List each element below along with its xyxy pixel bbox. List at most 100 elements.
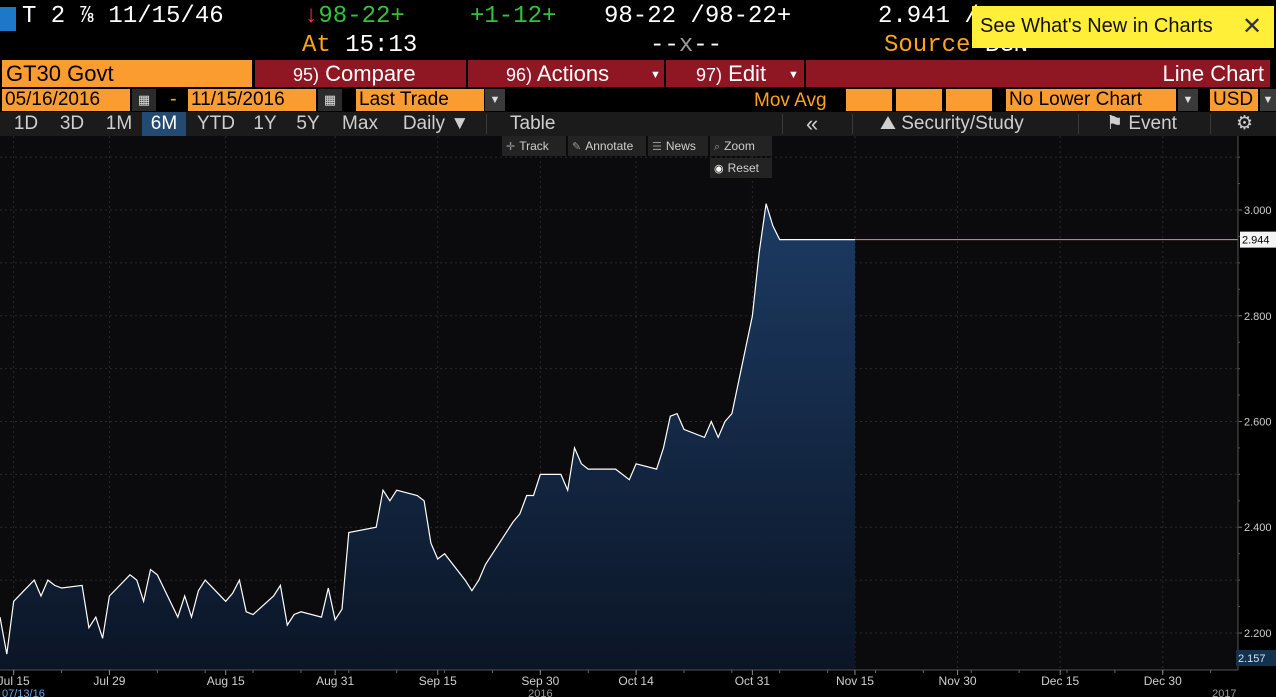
range-tabs-bar: 1D 3D 1M 6M YTD 1Y 5Y Max Daily ▼ Table … xyxy=(0,112,1276,136)
time-stamp: At 15:13 xyxy=(302,32,417,59)
last-value-box xyxy=(1240,231,1276,248)
dash-x: x xyxy=(678,32,694,59)
x-tick-label: Jul 15 xyxy=(0,674,30,688)
bid-ask: 98-22 /98-22+ xyxy=(604,3,792,30)
security-study-label: Security/Study xyxy=(901,113,1024,134)
x-tick-label: Sep 30 xyxy=(521,674,559,688)
event-button[interactable]: ⚑ Event xyxy=(1106,112,1177,136)
down-arrow-icon: ↓ xyxy=(304,3,319,30)
end-calendar-icon[interactable]: ▦ xyxy=(318,89,342,111)
yield: 2.941 / xyxy=(878,3,979,30)
tab-divider xyxy=(486,114,487,134)
tab-divider xyxy=(1210,114,1211,134)
actions-number: 96) xyxy=(506,65,533,85)
x-major-label: 2016 xyxy=(528,688,552,697)
chart-type-label[interactable]: Line Chart xyxy=(1162,61,1264,86)
net-change: +1-12+ xyxy=(470,3,557,30)
field-selector-value[interactable]: Last Trade xyxy=(359,89,449,110)
field-selector[interactable]: Last Trade xyxy=(356,89,484,111)
tab-1d[interactable]: 1D xyxy=(13,113,39,134)
price-area xyxy=(0,203,855,670)
ticker-text[interactable]: GT30 Govt xyxy=(6,61,114,86)
function-bar: GT30 Govt 95) Compare 96) Actions ▼ 97) … xyxy=(0,60,1276,87)
zoom-label: Zoom xyxy=(724,139,755,153)
dash-right: -- xyxy=(693,32,723,59)
currency-value[interactable]: USD xyxy=(1213,89,1254,110)
tab-6m[interactable]: 6M xyxy=(142,112,186,136)
price-chart[interactable]: 2.200 2.400 2.600 2.800 3.000 2.944 2.157 Jul 1… xyxy=(0,136,1276,697)
start-date-value[interactable]: 05/16/2016 xyxy=(5,89,101,110)
y-tick-label: 2.400 xyxy=(1244,522,1272,534)
mov-avg-field-3[interactable] xyxy=(946,89,992,111)
edit-button[interactable]: 97) Edit ▼ xyxy=(666,60,804,87)
lower-chart-selector[interactable]: No Lower Chart xyxy=(1006,89,1176,111)
quote-line: T 2 ⅞ 11/15/46 ↓98-22+ +1-12+ 98-22 /98-… xyxy=(0,0,1276,60)
min-value-label: 2.157 xyxy=(1238,653,1266,665)
table-button[interactable]: Table xyxy=(510,113,556,134)
ticker-field[interactable]: GT30 Govt xyxy=(2,60,252,87)
x-tick-label: Oct 14 xyxy=(618,674,654,688)
zoom-tool[interactable]: ⌕ Zoom xyxy=(710,136,772,156)
tab-ytd[interactable]: YTD xyxy=(197,113,235,134)
tab-1y[interactable]: 1Y xyxy=(253,113,277,134)
field-dropdown-icon[interactable]: ▼ xyxy=(485,89,505,111)
whats-new-text[interactable]: See What's New in Charts xyxy=(980,15,1213,37)
actions-button[interactable]: 96) Actions ▼ xyxy=(468,60,664,87)
y-tick-label: 2.800 xyxy=(1244,311,1272,323)
x-major-label: 2017 xyxy=(1212,688,1236,697)
actions-caret-icon: ▼ xyxy=(650,69,661,81)
security-name: T 2 ⅞ 11/15/46 xyxy=(22,3,224,30)
time-value: 15:13 xyxy=(345,32,418,59)
y-axis-background xyxy=(1238,136,1276,697)
price-line xyxy=(0,203,855,655)
x-tick-label: Jul 29 xyxy=(93,674,125,688)
flag-icon: ⚑ xyxy=(1106,113,1124,134)
security-study-button[interactable]: ⛰ Security/Study xyxy=(880,112,1024,136)
actions-label: Actions xyxy=(536,61,610,86)
tab-5y[interactable]: 5Y xyxy=(296,113,320,134)
chart-type-selector[interactable]: Line Chart xyxy=(806,60,1270,87)
news-label: News xyxy=(665,139,696,153)
compare-button[interactable]: 95) Compare xyxy=(255,60,466,87)
last-price: ↓98-22+ xyxy=(304,3,405,30)
collapse-icon[interactable]: « xyxy=(806,111,819,136)
whats-new-banner[interactable]: See What's New in Charts ✕ xyxy=(972,6,1274,48)
track-tool[interactable]: ✛ Track xyxy=(502,136,566,156)
end-date-field[interactable]: 11/15/2016 xyxy=(188,89,316,111)
start-calendar-icon[interactable]: ▦ xyxy=(132,89,156,111)
currency-selector[interactable]: USD xyxy=(1210,89,1258,111)
x-tick-label: Sep 15 xyxy=(419,674,457,688)
chart-area[interactable]: 2.200 2.400 2.600 2.800 3.000 2.944 2.157 Jul 1… xyxy=(0,136,1276,697)
tab-3d[interactable]: 3D xyxy=(59,113,85,134)
lower-chart-dropdown-icon[interactable]: ▼ xyxy=(1178,89,1198,111)
mov-avg-label: Mov Avg xyxy=(754,90,827,111)
end-date-value[interactable]: 11/15/2016 xyxy=(191,89,285,110)
compare-number: 95) xyxy=(293,65,320,85)
news-tool[interactable]: ☰ News xyxy=(648,136,708,156)
tab-max[interactable]: Max xyxy=(342,113,378,134)
interval-selector[interactable]: Daily ▼ xyxy=(402,113,470,134)
y-tick-label: 2.600 xyxy=(1244,417,1272,429)
edit-number: 97) xyxy=(696,65,723,85)
tab-1m[interactable]: 1M xyxy=(105,113,133,134)
volume-placeholder: --x-- xyxy=(650,32,722,59)
close-icon[interactable]: ✕ xyxy=(1242,13,1263,40)
track-label: Track xyxy=(519,139,549,153)
magnifier-icon: ⌕ xyxy=(714,141,721,153)
dash-left: -- xyxy=(650,32,679,59)
tab-divider xyxy=(782,114,783,134)
annotate-tool[interactable]: ✎ Annotate xyxy=(568,136,646,156)
range-bar: 05/16/2016 ▦ - 11/15/2016 ▦ Last Trade ▼… xyxy=(0,88,1276,112)
currency-dropdown-icon[interactable]: ▼ xyxy=(1260,89,1276,111)
y-tick-label: 2.200 xyxy=(1244,628,1272,640)
reset-label: Reset xyxy=(727,161,759,175)
gear-icon[interactable]: ⚙ xyxy=(1236,113,1254,134)
start-date-field[interactable]: 05/16/2016 xyxy=(2,89,130,111)
crosshair-icon: ✛ xyxy=(506,141,516,153)
x-tick-label: Aug 15 xyxy=(207,674,245,688)
lower-chart-value[interactable]: No Lower Chart xyxy=(1009,89,1143,110)
reset-tool[interactable]: ◉ Reset xyxy=(710,158,772,178)
x-tick-label: Aug 31 xyxy=(316,674,354,688)
mov-avg-field-2[interactable] xyxy=(896,89,942,111)
mov-avg-field-1[interactable] xyxy=(846,89,892,111)
